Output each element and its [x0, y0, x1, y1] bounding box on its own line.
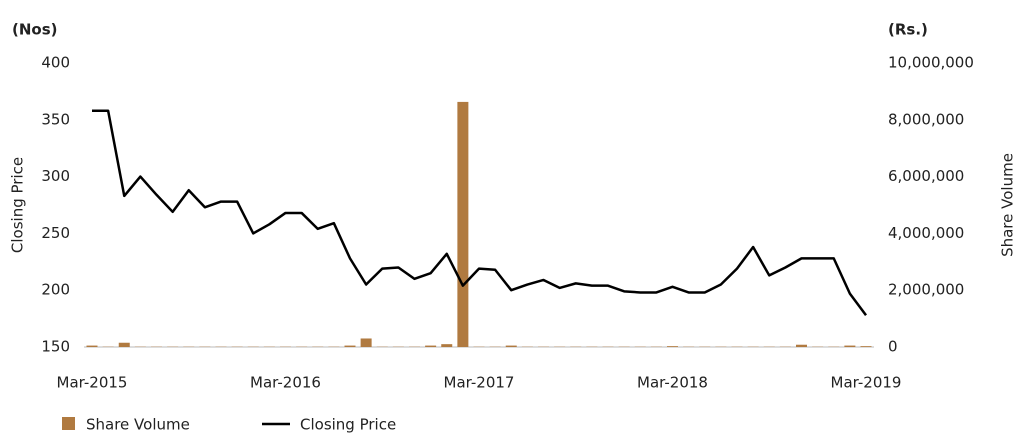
bar [796, 344, 807, 347]
y2-tick-label: 0 [888, 338, 898, 356]
right-unit: (Rs.) [888, 21, 928, 39]
y2-tick-label: 8,000,000 [888, 110, 964, 128]
y-axis-label: Closing Price [9, 157, 27, 253]
legend-label: Share Volume [86, 416, 190, 434]
legend-label: Closing Price [300, 416, 396, 434]
y-tick-label: 300 [41, 167, 70, 185]
left-unit: (Nos) [12, 21, 58, 39]
y2-tick-label: 10,000,000 [888, 54, 974, 72]
legend-swatch [62, 417, 75, 430]
y-tick-label: 350 [41, 110, 70, 128]
bar [505, 345, 517, 347]
x-tick-label: Mar-2018 [637, 374, 708, 392]
bar [86, 345, 98, 347]
bar [844, 345, 856, 347]
bar [360, 338, 372, 347]
y-tick-label: 200 [41, 281, 70, 299]
bar [118, 342, 130, 347]
x-tick-label: Mar-2016 [250, 374, 321, 392]
price-line [92, 109, 868, 316]
y2-tick-label: 4,000,000 [888, 224, 964, 242]
y-tick-label: 400 [41, 54, 70, 72]
bar [441, 344, 453, 347]
bar [457, 101, 469, 348]
x-tick-label: Mar-2015 [57, 374, 128, 392]
bar [425, 345, 437, 347]
bar [860, 346, 872, 347]
x-tick-label: Mar-2019 [831, 374, 902, 392]
y-tick-label: 150 [41, 338, 70, 356]
y2-tick-label: 6,000,000 [888, 167, 964, 185]
y2-axis-label: Share Volume [999, 153, 1017, 257]
y2-tick-label: 2,000,000 [888, 281, 964, 299]
x-tick-label: Mar-2017 [444, 374, 515, 392]
bar [344, 345, 356, 347]
y-tick-label: 250 [41, 224, 70, 242]
bar [667, 346, 678, 347]
